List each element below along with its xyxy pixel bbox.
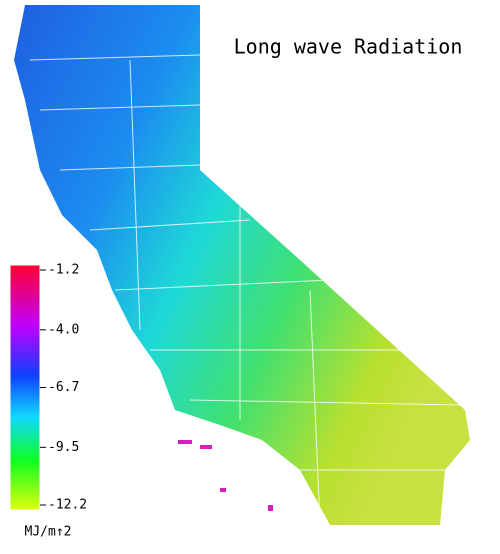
islands (178, 440, 273, 511)
state-shape (14, 5, 470, 525)
tick-label: -6.7 (48, 380, 79, 395)
tick-label: -12.2 (48, 498, 87, 513)
legend-unit: MJ/m↑2 (25, 525, 72, 540)
color-bar (9, 264, 41, 511)
county-lines (29, 54, 461, 526)
tick-label: -9.5 (48, 440, 79, 455)
tick-label: -4.0 (48, 322, 79, 337)
tick-label: -1.2 (48, 263, 79, 278)
map-title: Long wave Radiation (234, 35, 463, 59)
